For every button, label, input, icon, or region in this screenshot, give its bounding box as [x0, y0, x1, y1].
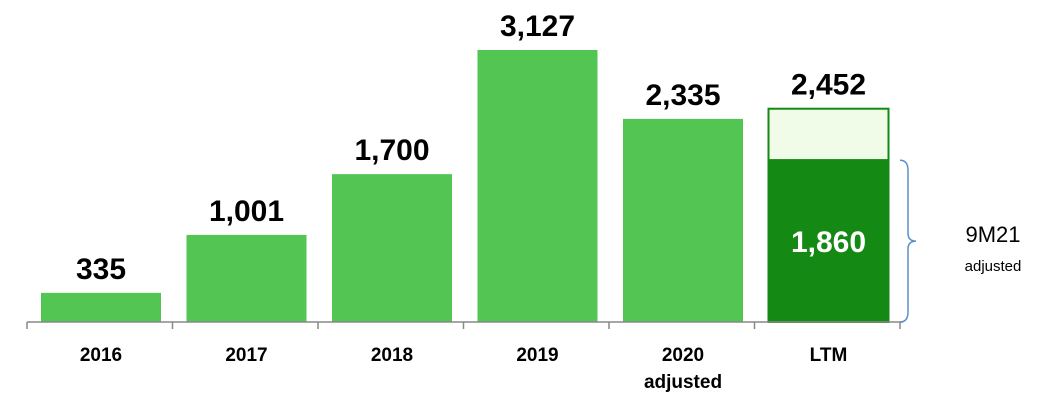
bar-ltm-remainder: [767, 107, 890, 162]
labels-group: 335 2016 1,001 2017 1,700 2018 3,127 2019 2,335 2…: [76, 10, 866, 393]
annotation-label: 9M21: [965, 222, 1020, 247]
bar-inner-value-label: 1,860: [791, 226, 866, 259]
bar-2020: [623, 118, 743, 322]
bar-2018: [332, 174, 452, 322]
bar-value-label: 3,127: [500, 10, 575, 43]
x-tick-label: 2017: [225, 345, 267, 366]
annotation-brace-group: 9M21 adjusted: [899, 159, 1022, 323]
bar-value-label: 2,452: [791, 69, 866, 102]
x-tick-label: 2016: [80, 345, 122, 366]
annotation-brace: [899, 159, 917, 323]
annotation-sublabel: adjusted: [965, 258, 1022, 275]
bar-value-label: 1,700: [354, 134, 429, 167]
bar-value-label: 1,001: [209, 195, 284, 228]
bar-2019: [477, 50, 598, 322]
bar-value-label: 335: [76, 253, 126, 286]
x-tick-label: 2020: [662, 345, 704, 366]
x-tick-label: 2018: [371, 345, 413, 366]
x-axis: [26, 321, 903, 329]
x-tick-label: 2019: [516, 345, 558, 366]
bar-2016: [41, 292, 161, 322]
x-tick-label: adjusted: [644, 372, 722, 393]
x-tick-label: LTM: [810, 345, 848, 366]
bar-value-label: 2,335: [645, 79, 720, 112]
bar-ltm-9m21: [767, 159, 890, 323]
bars-group: [41, 50, 890, 323]
bar-2017: [186, 234, 307, 322]
